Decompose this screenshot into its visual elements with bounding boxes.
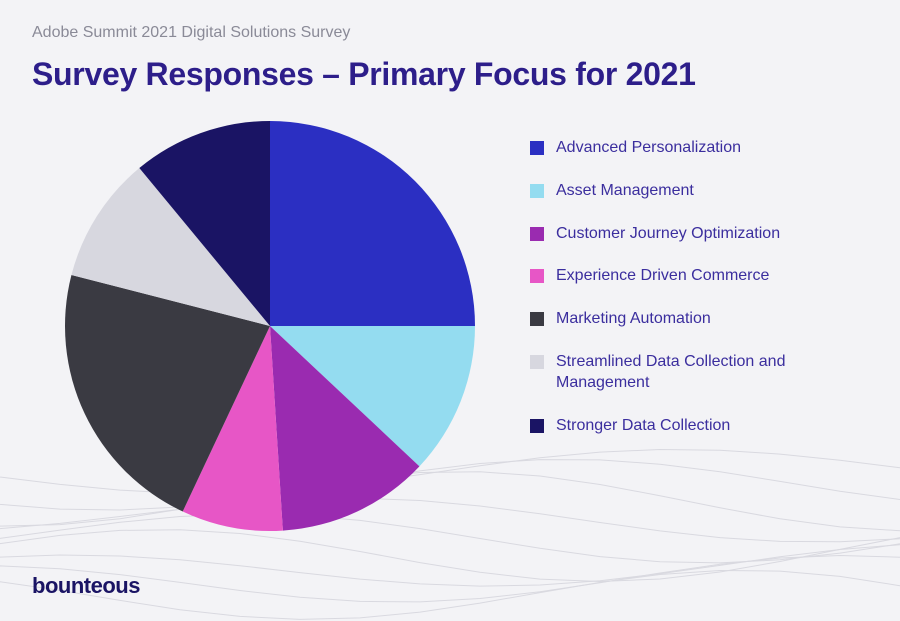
legend-label: Customer Journey Optimization <box>556 224 870 245</box>
pie-svg <box>60 116 480 536</box>
legend-item: Stronger Data Collection <box>530 416 870 437</box>
legend-label: Marketing Automation <box>556 309 870 330</box>
legend-item: Marketing Automation <box>530 309 870 330</box>
legend-item: Advanced Personalization <box>530 138 870 159</box>
legend-swatch <box>530 269 544 283</box>
legend-swatch <box>530 312 544 326</box>
legend-item: Asset Management <box>530 181 870 202</box>
legend-label: Advanced Personalization <box>556 138 870 159</box>
page-title: Survey Responses – Primary Focus for 202… <box>32 56 696 93</box>
pie-slice <box>270 121 475 326</box>
canvas: Adobe Summit 2021 Digital Solutions Surv… <box>0 0 900 621</box>
legend-swatch <box>530 355 544 369</box>
legend-swatch <box>530 419 544 433</box>
legend-label: Stronger Data Collection <box>556 416 870 437</box>
legend-item: Customer Journey Optimization <box>530 224 870 245</box>
legend-swatch <box>530 227 544 241</box>
legend-label: Experience Driven Commerce <box>556 266 870 287</box>
legend-item: Streamlined Data Collection and Manageme… <box>530 352 870 394</box>
brand-logo: bounteous <box>32 573 140 599</box>
pretitle: Adobe Summit 2021 Digital Solutions Surv… <box>32 24 350 42</box>
legend-swatch <box>530 184 544 198</box>
legend-item: Experience Driven Commerce <box>530 266 870 287</box>
legend-label: Streamlined Data Collection and Manageme… <box>556 352 870 394</box>
legend-label: Asset Management <box>556 181 870 202</box>
pie-chart <box>60 116 480 536</box>
legend-swatch <box>530 141 544 155</box>
legend: Advanced Personalization Asset Management… <box>530 138 870 458</box>
